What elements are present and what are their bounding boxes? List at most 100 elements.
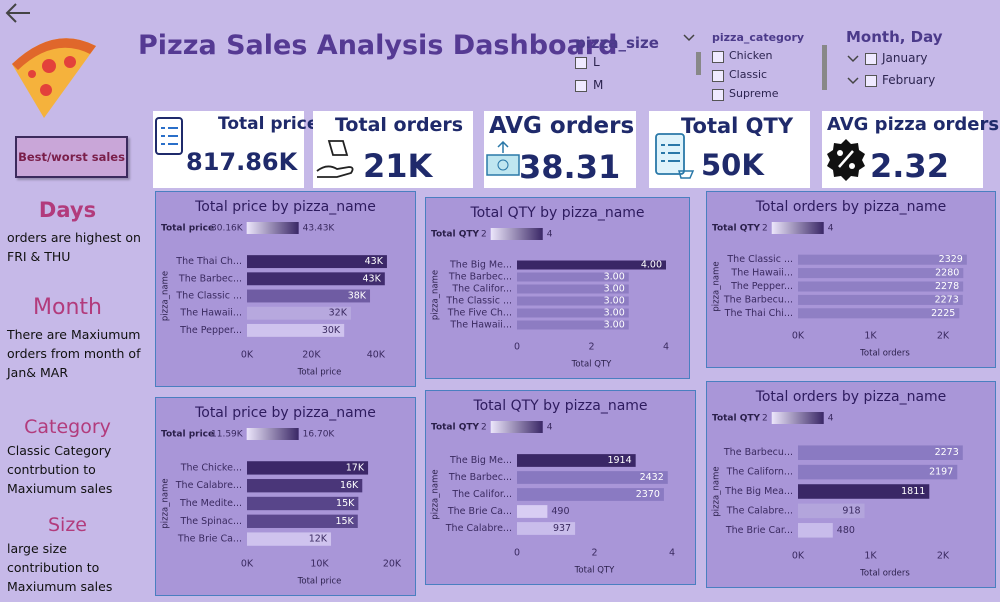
legend-title: Total QTY bbox=[712, 414, 761, 424]
value-label: 32K bbox=[329, 308, 348, 319]
bar bbox=[798, 523, 833, 538]
chart-title: Total QTY by pizza_name bbox=[469, 205, 644, 221]
category-label: The Brie Car... bbox=[725, 525, 793, 536]
panel-background bbox=[425, 390, 696, 585]
slicer-item[interactable]: L bbox=[593, 55, 600, 69]
back-arrow[interactable] bbox=[4, 2, 32, 24]
bar bbox=[247, 461, 369, 475]
checkbox[interactable] bbox=[712, 51, 724, 63]
bar bbox=[517, 488, 664, 501]
legend-scale bbox=[246, 428, 299, 440]
category-label: The Calabre... bbox=[175, 480, 242, 491]
value-label: 38K bbox=[348, 291, 367, 302]
value-label: 3.00 bbox=[604, 272, 625, 283]
note-text: orders are highest on FRI & THU bbox=[7, 230, 141, 264]
x-tick-label: 0K bbox=[792, 331, 805, 342]
note-heading: Size bbox=[47, 514, 87, 536]
value-label: 15K bbox=[336, 498, 355, 509]
value-label: 16K bbox=[340, 480, 359, 491]
slicer-title: pizza_size bbox=[575, 34, 659, 52]
kpi-card: Total QTY 50K bbox=[649, 111, 810, 188]
note-heading: Category bbox=[24, 416, 111, 438]
checkbox[interactable] bbox=[865, 75, 877, 87]
kpi-value: 50K bbox=[701, 148, 764, 182]
best-worst-button[interactable]: Best/worst sales bbox=[15, 136, 128, 178]
category-label: The Thai Chi... bbox=[724, 308, 793, 319]
x-tick-label: 0K bbox=[241, 350, 254, 361]
value-label: 15K bbox=[335, 516, 354, 527]
bar bbox=[517, 308, 629, 318]
note-heading: Days bbox=[38, 198, 97, 222]
bar bbox=[517, 454, 636, 467]
bar bbox=[517, 320, 629, 330]
legend-max: 43.43K bbox=[303, 224, 336, 234]
value-label: 3.00 bbox=[604, 284, 625, 295]
bar bbox=[798, 281, 964, 292]
legend-max: 4 bbox=[547, 423, 553, 433]
slicer-item[interactable]: Supreme bbox=[729, 87, 779, 100]
checkbox[interactable] bbox=[575, 57, 587, 69]
dashboard-title: Pizza Sales Analysis Dashboard bbox=[138, 30, 618, 61]
checkbox[interactable] bbox=[712, 89, 724, 101]
scrollbar[interactable] bbox=[822, 45, 827, 90]
bar bbox=[798, 464, 958, 480]
legend-min: 11.59K bbox=[211, 430, 244, 440]
category-label: The Classic ... bbox=[175, 291, 242, 302]
value-label: 2273 bbox=[935, 294, 959, 305]
category-label: The Spinac... bbox=[179, 516, 242, 527]
category-label: The Classic ... bbox=[726, 254, 793, 265]
y-axis-title: pizza_name bbox=[712, 261, 722, 311]
category-label: The Barbec... bbox=[448, 272, 512, 283]
slicer-item[interactable]: Chicken bbox=[729, 49, 773, 62]
category-label: The Barbecu... bbox=[723, 447, 793, 458]
value-label: 918 bbox=[842, 505, 860, 516]
checkbox[interactable] bbox=[575, 80, 587, 92]
value-label: 43K bbox=[362, 273, 381, 284]
slicer-item[interactable]: M bbox=[593, 78, 604, 92]
category-label: The Big Me... bbox=[449, 455, 512, 466]
category-label: The Califor... bbox=[451, 284, 512, 295]
legend-scale bbox=[771, 412, 824, 424]
slicer-item[interactable]: Classic bbox=[729, 68, 768, 81]
kpi-card: AVG pizza orders 2.32 bbox=[822, 111, 999, 188]
legend-max: 4 bbox=[828, 224, 834, 234]
expand-chevron[interactable] bbox=[682, 33, 696, 43]
expand-chevron[interactable] bbox=[846, 54, 860, 64]
bar bbox=[517, 471, 668, 484]
bar bbox=[798, 254, 967, 265]
bar bbox=[247, 514, 358, 528]
category-label: The Barbecu... bbox=[723, 294, 793, 305]
bar bbox=[247, 323, 345, 337]
value-label: 17K bbox=[346, 462, 365, 473]
x-tick-label: 4 bbox=[669, 548, 675, 559]
x-tick-label: 0K bbox=[792, 551, 805, 562]
value-label: 3.00 bbox=[604, 296, 625, 307]
scrollbar[interactable] bbox=[696, 52, 701, 75]
expand-chevron[interactable] bbox=[846, 76, 860, 86]
x-tick-label: 40K bbox=[367, 350, 386, 361]
checkbox[interactable] bbox=[865, 53, 877, 65]
bar bbox=[247, 255, 387, 269]
category-label: The Big Mea... bbox=[724, 486, 793, 497]
legend-title: Total QTY bbox=[712, 224, 761, 234]
category-label: The Brie Ca... bbox=[177, 534, 242, 545]
kpi-label: AVG pizza orders bbox=[827, 114, 1000, 135]
x-tick-label: 20K bbox=[383, 559, 402, 570]
legend-scale bbox=[246, 222, 299, 234]
slicer-item[interactable]: January bbox=[882, 51, 928, 65]
category-label: The Classic ... bbox=[445, 296, 512, 307]
slicer-item[interactable]: February bbox=[882, 73, 936, 87]
y-axis-title: pizza_name bbox=[161, 271, 171, 321]
category-label: The Californ... bbox=[726, 467, 793, 478]
category-label: The Barbec... bbox=[178, 273, 242, 284]
checkbox[interactable] bbox=[712, 70, 724, 82]
value-label: 1914 bbox=[607, 455, 631, 466]
note-text: There are Maxiumum orders from month of … bbox=[7, 327, 141, 380]
y-axis-title: pizza_name bbox=[712, 466, 722, 516]
legend-scale bbox=[490, 421, 543, 433]
x-tick-label: 2K bbox=[937, 331, 950, 342]
legend-scale bbox=[771, 222, 824, 234]
